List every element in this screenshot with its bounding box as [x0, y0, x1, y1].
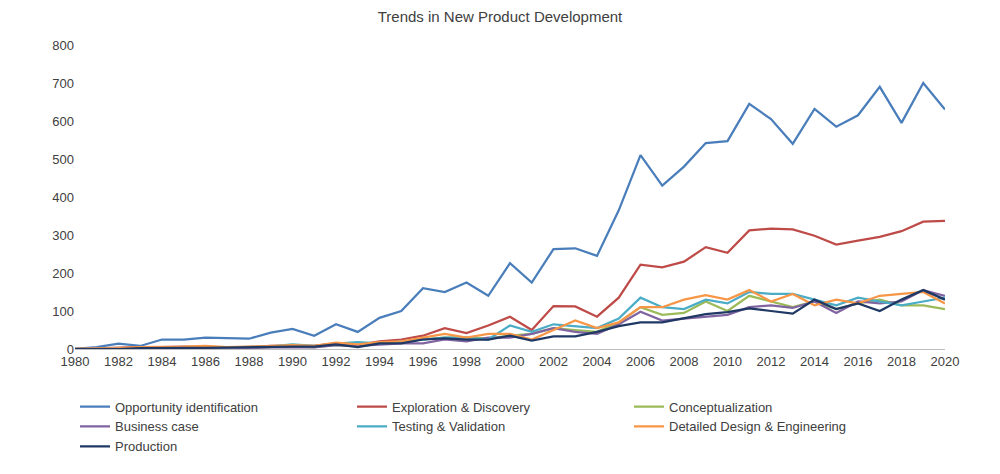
svg-text:1994: 1994	[365, 354, 394, 369]
svg-text:400: 400	[52, 190, 74, 205]
svg-text:2004: 2004	[583, 354, 612, 369]
svg-text:Testing & Validation: Testing & Validation	[392, 419, 505, 434]
svg-text:2006: 2006	[626, 354, 655, 369]
svg-text:1988: 1988	[235, 354, 264, 369]
svg-text:Exploration & Discovery: Exploration & Discovery	[392, 400, 530, 415]
svg-text:1992: 1992	[322, 354, 351, 369]
svg-text:2014: 2014	[800, 354, 829, 369]
svg-text:500: 500	[52, 152, 74, 167]
svg-text:Trends in New Product Developm: Trends in New Product Development	[378, 8, 623, 25]
svg-text:800: 800	[52, 38, 74, 53]
svg-text:2018: 2018	[887, 354, 916, 369]
svg-text:1980: 1980	[61, 354, 90, 369]
svg-text:1984: 1984	[148, 354, 177, 369]
svg-text:700: 700	[52, 76, 74, 91]
svg-text:1996: 1996	[409, 354, 438, 369]
svg-text:1998: 1998	[452, 354, 481, 369]
svg-text:2012: 2012	[757, 354, 786, 369]
svg-text:2000: 2000	[496, 354, 525, 369]
svg-text:2008: 2008	[670, 354, 699, 369]
svg-text:Business case: Business case	[115, 419, 199, 434]
svg-text:200: 200	[52, 266, 74, 281]
svg-text:Production: Production	[115, 439, 177, 454]
svg-text:1990: 1990	[278, 354, 307, 369]
svg-text:600: 600	[52, 114, 74, 129]
svg-text:2020: 2020	[931, 354, 960, 369]
svg-text:Detailed Design & Engineering: Detailed Design & Engineering	[669, 419, 846, 434]
svg-text:Conceptualization: Conceptualization	[669, 400, 772, 415]
svg-text:2002: 2002	[539, 354, 568, 369]
svg-text:2016: 2016	[844, 354, 873, 369]
svg-text:Opportunity identification: Opportunity identification	[115, 400, 258, 415]
svg-text:0: 0	[67, 342, 74, 357]
svg-text:1982: 1982	[104, 354, 133, 369]
svg-text:1986: 1986	[191, 354, 220, 369]
svg-text:300: 300	[52, 228, 74, 243]
svg-text:100: 100	[52, 304, 74, 319]
svg-text:2010: 2010	[713, 354, 742, 369]
